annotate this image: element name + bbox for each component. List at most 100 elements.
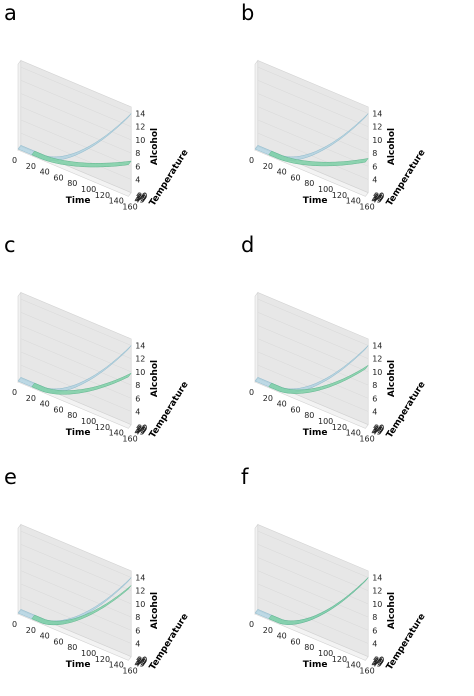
x-tick-label: 0 [12,620,17,629]
fitted-surface [268,577,369,625]
x-tick-label: 20 [26,626,36,635]
y-tick-label: 40 [372,195,382,204]
z-tick-label: 4 [135,408,140,417]
z-tick-label: 6 [135,162,140,171]
x-tick-label: 20 [26,394,36,403]
x-tick-label: 60 [53,405,63,414]
grid-line [257,80,369,127]
x-tick-label: 40 [277,400,287,409]
z-tick-label: 12 [135,587,145,596]
x-tick-label: 0 [12,388,17,397]
grid-line [20,364,132,412]
x-axis-label: Time [66,660,91,670]
z-tick-label: 12 [135,123,145,132]
y-tick-label: 30 [136,193,146,202]
panel-b: 0 20 40 60 80 100 120 140 160 Time 20 25 30 35 40 45 Tem… [237,0,474,232]
z-tick-label: 12 [372,123,382,132]
grid-line [20,583,132,631]
y-tick-label: 30 [373,193,383,202]
panel-e: 0 20 40 60 80 100 120 140 160 Time 20 25 30 35 40 45 Tem… [0,464,237,696]
y-tick-label: 45 [371,427,381,436]
y-tick-label: 35 [373,658,383,667]
z-tick-label: 8 [135,381,140,390]
fitted-surface [268,150,369,167]
grid-line [257,583,369,631]
z-tick-label: 10 [135,136,145,145]
z-tick-label: 4 [135,176,140,185]
x-tick-label: 20 [26,162,36,171]
y-tick-label: 35 [136,426,146,435]
grid-line [20,530,132,578]
left-pane [254,291,259,383]
x-tick-label: 80 [304,411,314,420]
y-tick-label: 20 [374,192,384,201]
x-tick-label: 60 [290,637,300,646]
x-axis-label: Time [66,196,91,206]
x-tick-label: 120 [332,191,347,200]
x-tick-label: 80 [67,643,77,652]
x-tick-label: 120 [95,191,110,200]
left-pane [254,523,259,615]
x-tick-label: 100 [318,417,333,426]
y-tick-label: 30 [136,657,146,666]
fitted-surface [31,372,132,395]
x-tick-label: 160 [122,202,137,211]
y-tick-label: 25 [137,656,147,665]
y-tick-label: 30 [373,425,383,434]
panel-letter: f [241,465,249,489]
y-tick-label: 40 [372,659,382,668]
x-tick-label: 40 [40,400,50,409]
x-tick-label: 0 [12,156,17,165]
y-tick-label: 40 [135,659,145,668]
grid-line [20,338,132,386]
z-tick-label: 6 [372,162,377,171]
grid-line [257,530,369,578]
grid-line [20,80,132,127]
panel-a: 0 20 40 60 80 100 120 140 160 Time 20 25 30 35 40 45 Tem… [0,0,237,232]
panel-c: 0 20 40 60 80 100 120 140 160 Time 20 25 30 35 40 45 Tem… [0,232,237,464]
y-tick-label: 45 [134,195,144,204]
z-tick-label: 10 [372,136,382,145]
x-tick-label: 120 [332,655,347,664]
z-tick-label: 4 [372,176,377,185]
x-tick-label: 60 [53,173,63,182]
z-tick-label: 6 [372,626,377,635]
z-axis-label: Alcohol [150,592,160,629]
x-tick-label: 140 [346,197,361,206]
y-tick-label: 35 [136,194,146,203]
x-axis-label: Time [303,428,328,438]
grid-line [257,132,369,180]
grid-line [20,312,132,359]
z-tick-label: 8 [372,381,377,390]
z-tick-label: 14 [372,110,382,119]
grid-line [257,596,369,644]
x-tick-label: 100 [81,185,96,194]
y-tick-label: 20 [137,424,147,433]
grid-line [20,557,132,605]
z-tick-label: 10 [372,600,382,609]
z-tick-label: 14 [135,574,145,583]
z-tick-label: 14 [135,110,145,119]
y-tick-label: 45 [134,659,144,668]
z-tick-label: 8 [135,149,140,158]
x-axis-label: Time [66,428,91,438]
y-tick-label: 45 [371,659,381,668]
grid-line [20,119,132,167]
y-tick-label: 30 [136,425,146,434]
x-tick-label: 120 [95,423,110,432]
x-tick-label: 160 [359,434,374,443]
grid-line [20,325,132,373]
grid-line [20,93,132,141]
y-tick-label: 25 [374,424,384,433]
y-tick-label: 45 [371,195,381,204]
z-tick-label: 4 [372,408,377,417]
left-pane [254,59,259,151]
z-tick-label: 14 [135,342,145,351]
z-axis-label: Alcohol [387,128,397,165]
x-tick-label: 40 [40,632,50,641]
z-tick-label: 6 [135,626,140,635]
panel-letter: d [241,233,254,257]
x-tick-label: 120 [95,655,110,664]
